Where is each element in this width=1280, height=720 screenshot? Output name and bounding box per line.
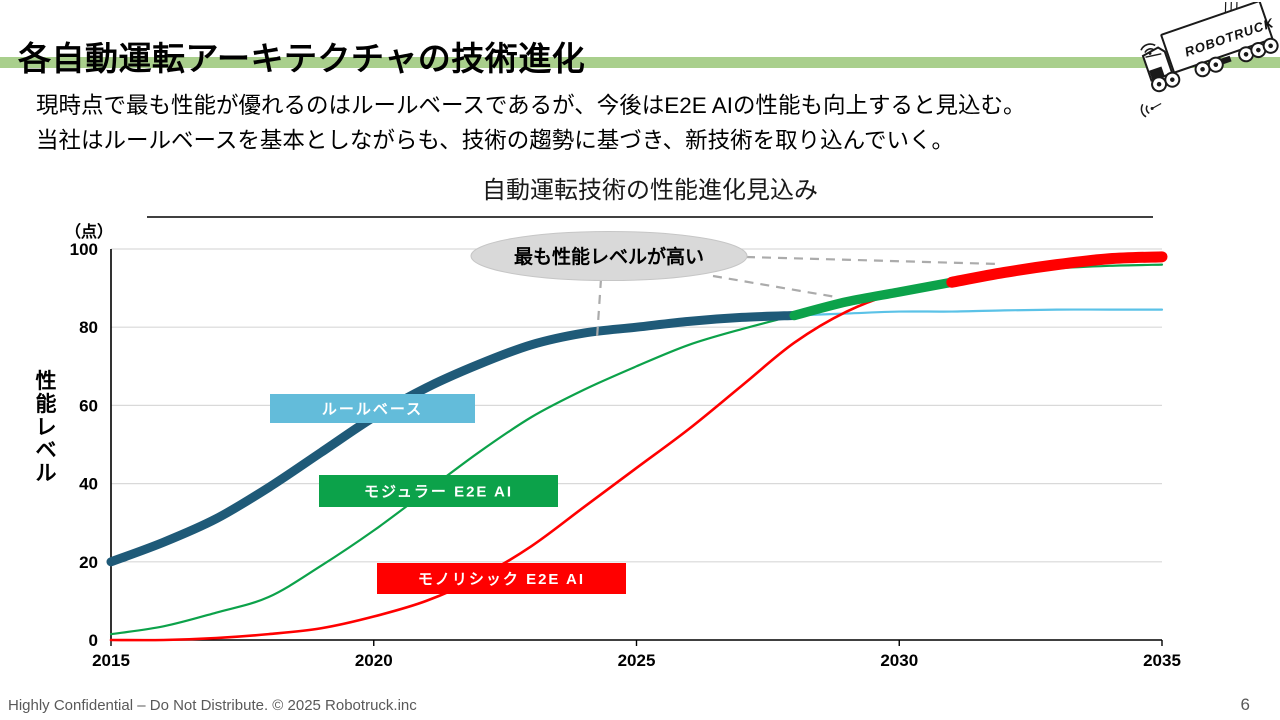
x-tick-label: 2035 <box>1143 651 1181 670</box>
leader-line <box>595 278 603 339</box>
legend-box-0 <box>270 394 475 423</box>
highlight-segment-1 <box>789 277 957 321</box>
footer-confidential-text: Highly Confidential – Do Not Distribute.… <box>8 697 417 714</box>
y-tick-label: 100 <box>70 240 98 259</box>
y-tick-label: 20 <box>79 553 98 572</box>
legend-box-2 <box>377 563 626 594</box>
body-line-1: 現時点で最も性能が優れるのはルールベースであるが、今後はE2E AIの性能も向上… <box>36 93 1026 118</box>
x-tick-label: 2020 <box>355 651 393 670</box>
highlight-segment-0 <box>106 310 799 567</box>
wifi-icon <box>1140 43 1156 55</box>
legend-label-1: モジュラー E2E AI <box>364 484 513 501</box>
page-number: 6 <box>1240 695 1250 714</box>
axis-line <box>110 249 1162 641</box>
y-axis-unit: （点） <box>65 222 113 241</box>
y-tick-label: 60 <box>79 396 98 415</box>
performance-chart: 自動運転技術の性能進化見込み （点） 0 20 40 60 80 100 2015 2020 202… <box>36 177 1181 670</box>
y-tick-label: 0 <box>89 631 98 650</box>
series-line-2 <box>109 255 1164 642</box>
signal-icon <box>1140 102 1162 118</box>
wheels <box>1151 37 1279 93</box>
leader-line <box>745 255 1001 266</box>
series-line-0 <box>109 308 1164 563</box>
trailer-box <box>1160 2 1274 74</box>
series-line-1 <box>109 263 1164 636</box>
highlight-segment-2 <box>946 251 1168 288</box>
callout-ellipse <box>470 231 748 281</box>
x-tick-label: 2015 <box>92 651 130 670</box>
windshield-line <box>1145 53 1162 58</box>
y-tick-label: 40 <box>79 475 98 494</box>
title-accent-bar <box>0 57 1280 68</box>
body-line-2: 当社はルールベースを基本としながらも、技術の趨勢に基づき、新技術を取り込んでいく… <box>36 128 955 153</box>
chart-title: 自動運転技術の性能進化見込み <box>482 177 818 204</box>
callout-label: 最も性能レベルが高い <box>514 245 704 268</box>
y-tick-label: 80 <box>79 318 98 337</box>
legend-label-2: モノリシック E2E AI <box>418 571 585 588</box>
antenna-lines-icon <box>1224 2 1238 13</box>
leader-line <box>712 274 837 299</box>
legend-label-0: ルールベース <box>322 401 423 418</box>
x-tick-label: 2030 <box>880 651 918 670</box>
x-tick-label: 2025 <box>618 651 656 670</box>
body-text: 現時点で最も性能が優れるのはルールベースであるが、今後はE2E AIの性能も向上… <box>36 88 1026 158</box>
legend-box-1 <box>319 475 558 507</box>
robotruck-logo-icon: ROBOTRUCK <box>1140 2 1279 118</box>
y-axis-title: 性能レベル <box>36 369 57 485</box>
page-title: 各自動運転アーキテクチャの技術進化 <box>18 40 586 78</box>
